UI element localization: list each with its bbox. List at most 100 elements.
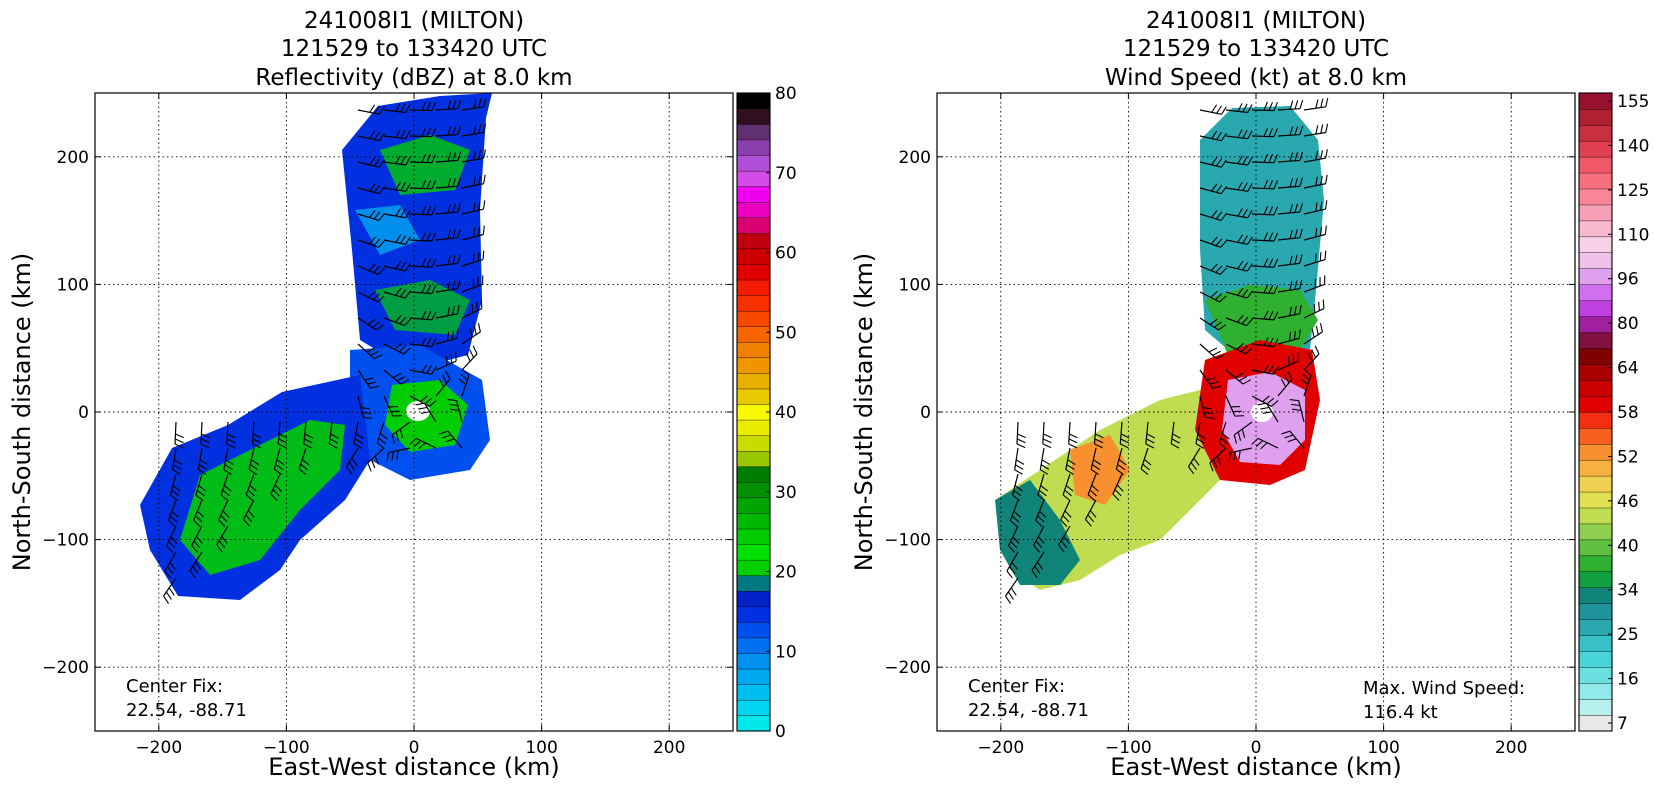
colorbar-segment <box>1578 156 1613 174</box>
wind-barb <box>435 151 462 163</box>
wind-barb <box>1303 149 1328 163</box>
wind-barb <box>1289 398 1305 423</box>
wind-barb <box>383 395 402 417</box>
colorbar-segment <box>1578 204 1613 222</box>
wind-barb <box>1300 368 1312 397</box>
colorbar-segment <box>1578 555 1613 572</box>
colorbar-segment <box>1578 459 1613 477</box>
wind-barb <box>1199 157 1227 168</box>
colorbar-segment <box>1578 667 1613 684</box>
wind-barb <box>172 447 183 475</box>
wind-barb <box>357 157 385 168</box>
y-tick-label: −100 <box>884 531 931 551</box>
wind-barb <box>1303 174 1328 189</box>
colorbar-segment <box>1578 316 1613 333</box>
colorbar-segment <box>736 684 771 701</box>
wind-barb <box>461 97 487 111</box>
colorbar-segment <box>736 372 771 390</box>
colorbar-segment <box>736 699 771 716</box>
refl-eye <box>406 401 430 421</box>
colorbar-segment <box>1578 698 1613 716</box>
wind-barb <box>1251 127 1279 138</box>
wind-speed-field <box>995 97 1329 604</box>
colorbar-segment <box>1578 252 1613 269</box>
refl-north-green-2 <box>375 280 470 335</box>
wind-barb <box>1225 129 1253 140</box>
colorbar-segment <box>1578 491 1613 509</box>
wind-barb <box>1033 525 1045 553</box>
wind-barb <box>1303 299 1325 319</box>
colorbar-segment <box>736 404 771 421</box>
colorbar-segment <box>736 590 771 608</box>
wind-barb <box>245 473 257 501</box>
wind-barb <box>273 447 285 476</box>
left-title-line-3: Reflectivity (dBZ) at 8.0 km <box>255 65 572 91</box>
wind-barb <box>1251 232 1279 242</box>
wind-barb <box>458 368 470 397</box>
left-x-axis-label: East-West distance (km) <box>268 753 559 781</box>
colorbar-segment <box>1578 539 1613 557</box>
right-title-line-1: 241008I1 (MILTON) <box>1146 8 1366 34</box>
wind-barb <box>1199 317 1227 331</box>
wind-barb <box>1009 499 1021 528</box>
wind-barb <box>1199 104 1227 115</box>
wind-barb <box>1119 421 1130 449</box>
colorbar-segment <box>1578 188 1613 206</box>
colorbar-tick-label: 40 <box>775 403 797 423</box>
max-wind-speed-label: Max. Wind Speed: <box>1363 678 1525 699</box>
colorbar-segment <box>736 528 771 545</box>
wind-barb <box>1277 151 1304 163</box>
wind-barb <box>461 200 486 215</box>
wind-barb <box>409 101 436 112</box>
colorbar-segment <box>736 92 771 110</box>
wind-barb <box>1225 261 1253 272</box>
wind-barb <box>1187 447 1201 475</box>
x-tick-label: 0 <box>1251 738 1262 758</box>
wind-barb <box>164 551 177 579</box>
y-tick-label: 0 <box>920 403 931 423</box>
colorbar-segment <box>1578 124 1613 142</box>
x-tick-label: 200 <box>1495 738 1527 758</box>
wind-barb <box>461 345 478 371</box>
colorbar-segment <box>736 263 771 281</box>
wind-barb <box>1303 97 1329 111</box>
wind-barb <box>357 317 385 331</box>
wind-barb <box>1199 395 1215 420</box>
colorbar-segment <box>1578 523 1613 541</box>
colorbar-segment <box>1578 714 1613 732</box>
wind-barb <box>386 447 411 462</box>
x-tick-label: 100 <box>525 738 557 758</box>
y-tick-label: −100 <box>42 531 89 551</box>
wind-barb <box>439 430 463 449</box>
wind-barb <box>195 473 207 502</box>
wind-barb <box>376 421 388 450</box>
wind-barb <box>166 525 178 553</box>
wind-barb <box>383 234 411 245</box>
colorbar-segment <box>1578 108 1613 126</box>
wind-barb <box>383 181 411 192</box>
wind-barb <box>1140 447 1152 476</box>
wind-barb <box>1225 155 1253 166</box>
colorbar-segment <box>736 621 771 639</box>
wind-barb <box>1031 551 1045 579</box>
refl-north-green-1 <box>380 135 470 195</box>
wind-barb <box>357 395 373 420</box>
wind-barb <box>189 551 203 579</box>
left-center-fix-label: Center Fix: <box>126 676 223 697</box>
wind-barb <box>409 258 437 268</box>
wind-barb <box>1225 343 1253 355</box>
wind-barb <box>383 208 411 219</box>
right-title-line-3: Wind Speed (kt) at 8.0 km <box>1105 65 1407 91</box>
wind-barb <box>357 104 385 115</box>
wind-barb <box>1251 395 1279 407</box>
wind-speed-panel: 241008I1 (MILTON) 121529 to 133420 UTC W… <box>850 8 1649 781</box>
wind-barb <box>1199 130 1227 142</box>
wind-barb <box>357 210 386 221</box>
colorbar-segment <box>736 481 771 499</box>
wind-barb <box>1225 234 1253 245</box>
colorbar-tick-label: 140 <box>1617 136 1649 156</box>
colorbar-segment <box>736 606 771 623</box>
colorbar-segment <box>736 466 771 483</box>
left-title-line-1: 241008I1 (MILTON) <box>304 8 524 34</box>
